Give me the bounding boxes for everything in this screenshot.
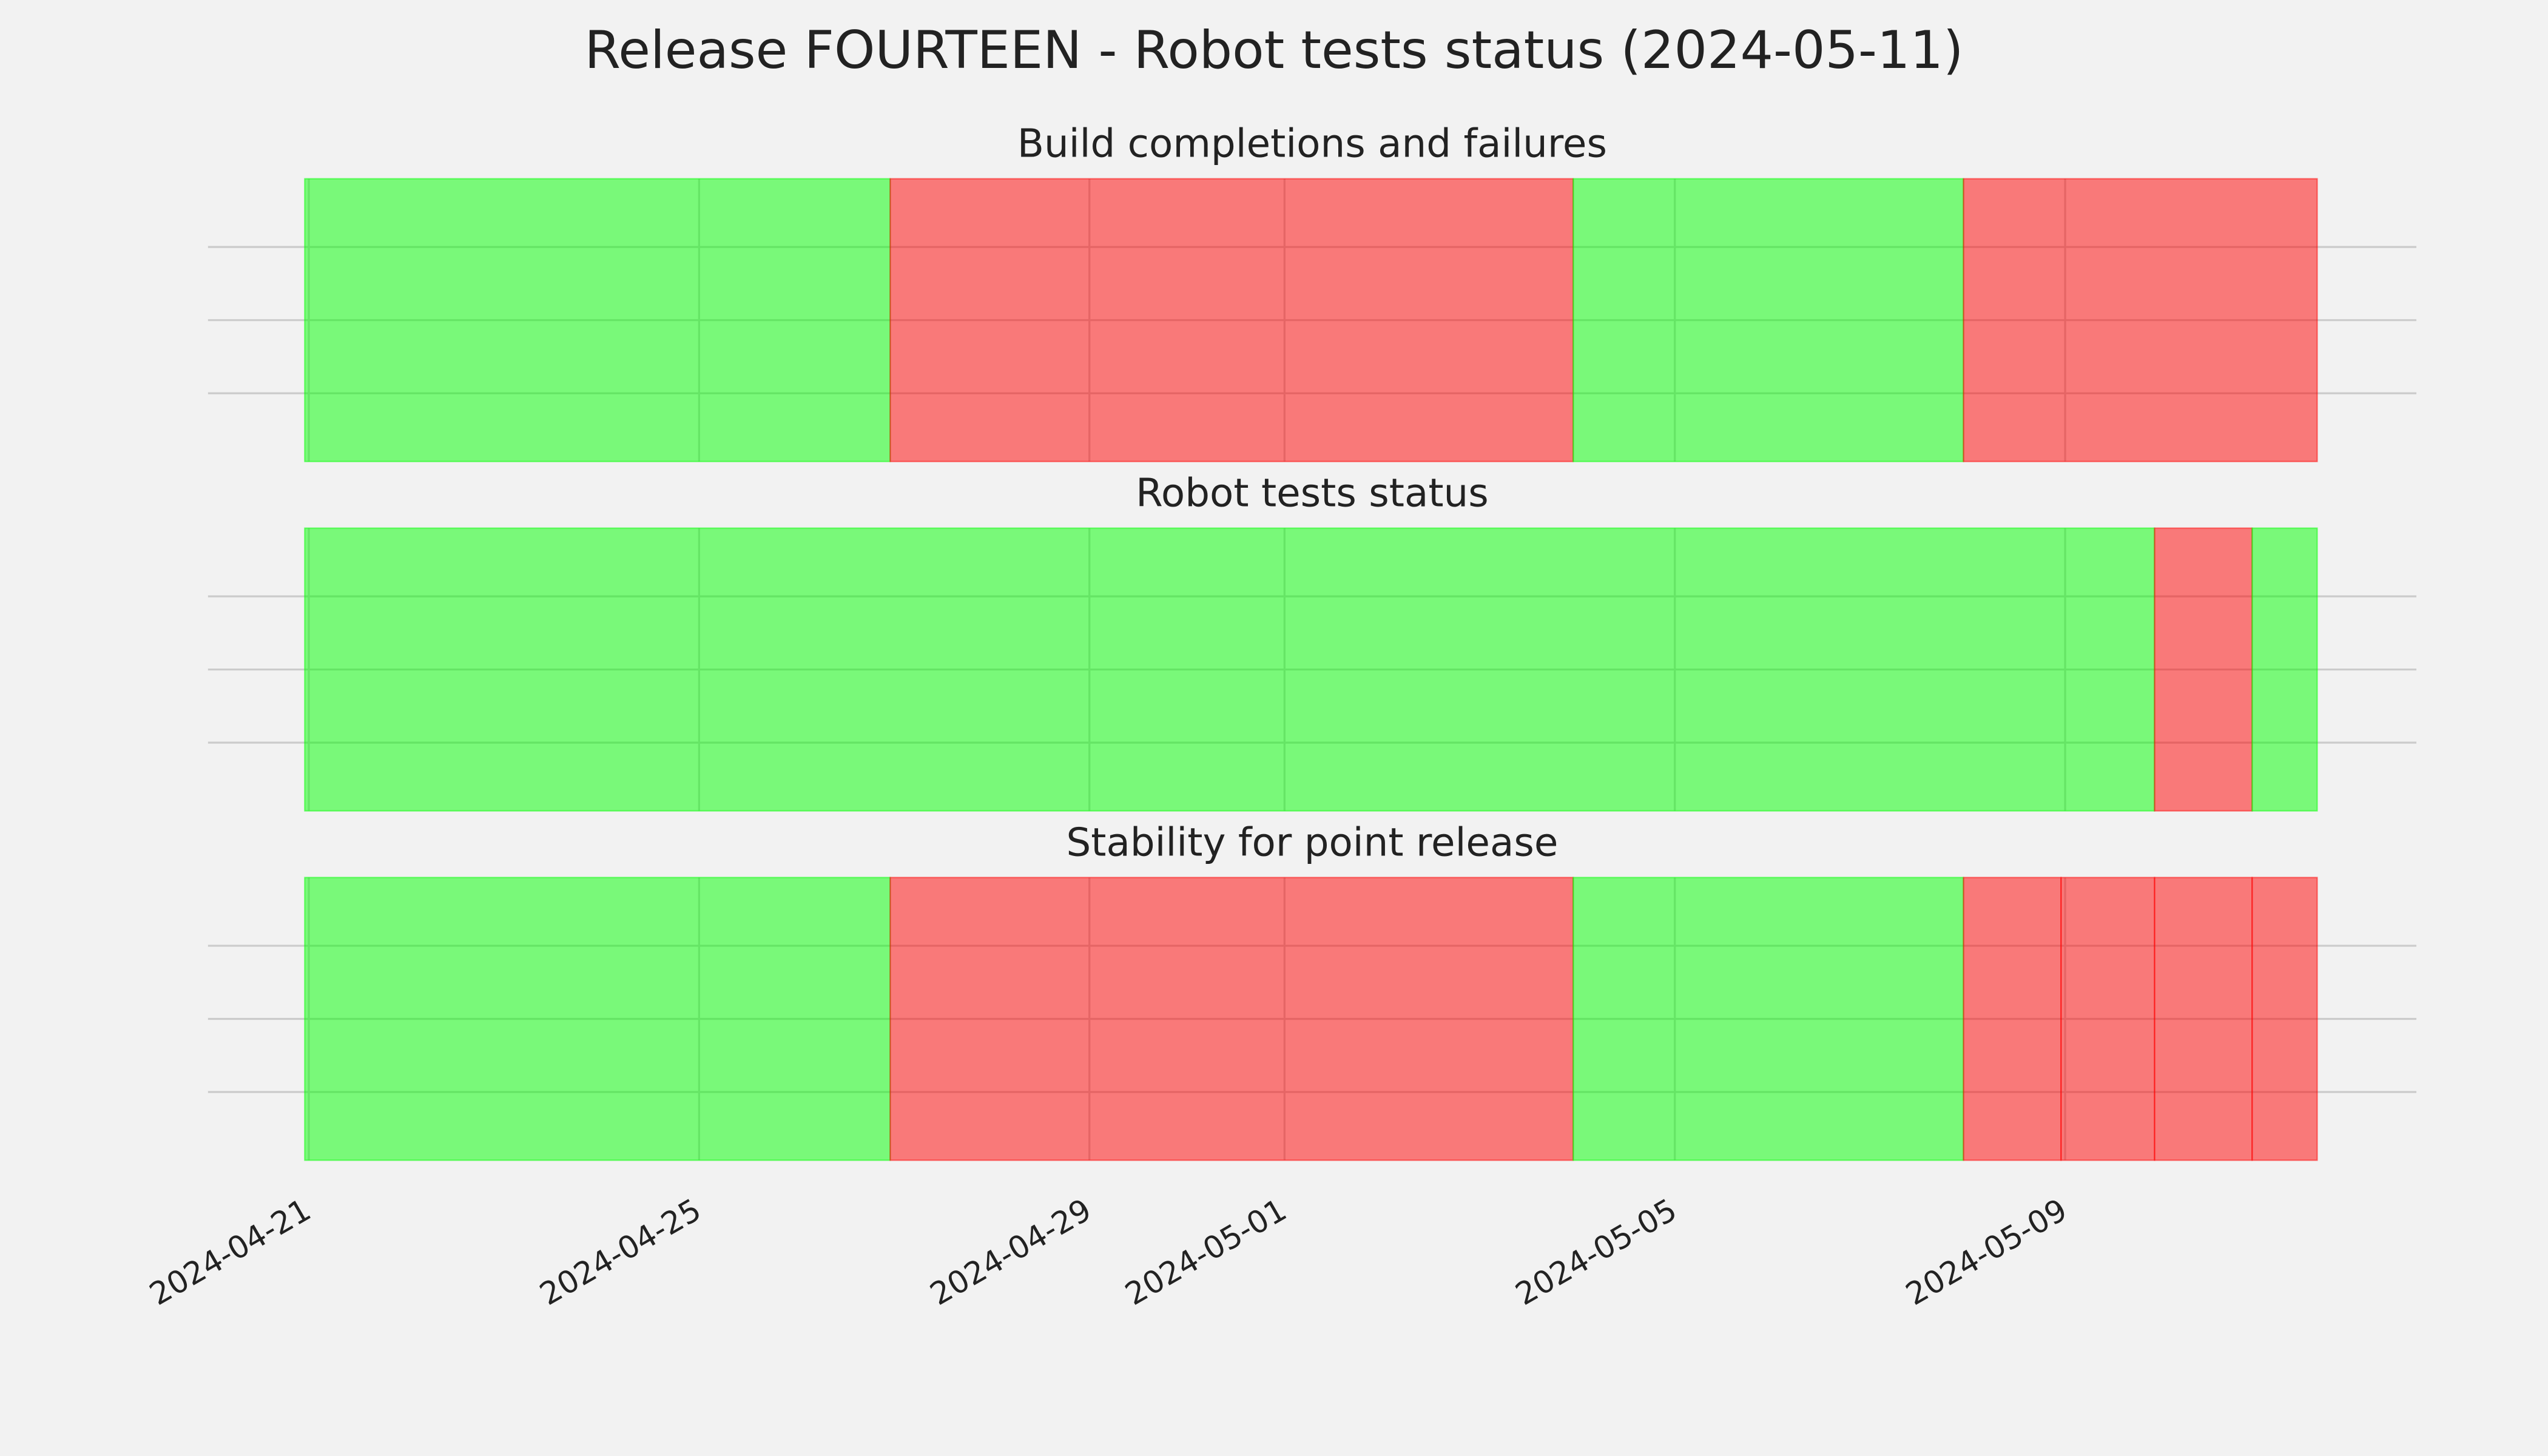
figure-title: Release FOURTEEN - Robot tests status (2… <box>585 20 1964 81</box>
subplot-title: Robot tests status <box>1136 471 1489 516</box>
status-segment <box>2251 527 2318 812</box>
status-segment <box>304 877 891 1161</box>
status-segment <box>2251 877 2318 1161</box>
status-segment <box>304 527 2155 812</box>
status-segment <box>1572 877 1964 1161</box>
subplot-title: Stability for point release <box>1067 820 1559 865</box>
status-segment <box>1963 877 2062 1161</box>
status-segment <box>304 178 891 462</box>
subplot-title: Build completions and failures <box>1017 121 1607 167</box>
status-segment <box>2154 527 2253 812</box>
status-segment <box>889 178 1574 462</box>
status-segment <box>2060 877 2155 1161</box>
status-segment <box>2154 877 2253 1161</box>
status-segment <box>1963 178 2318 462</box>
status-segment <box>1572 178 1964 462</box>
status-segment <box>889 877 1574 1161</box>
